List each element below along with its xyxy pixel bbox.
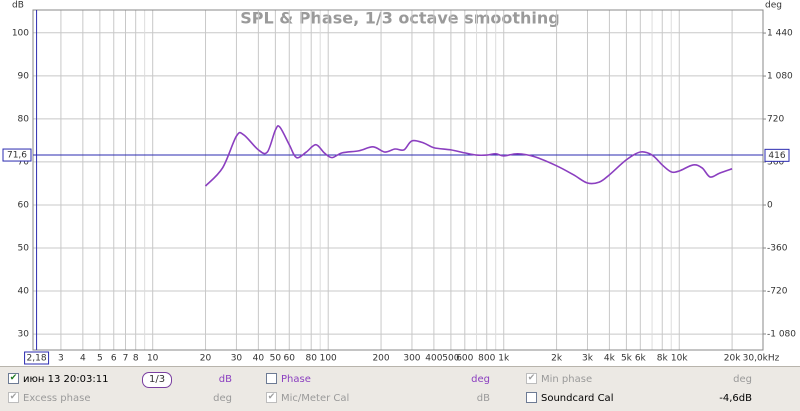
chart-title: SPL & Phase, 1/3 octave smoothing [240, 9, 559, 28]
legend-item: ✔ Excess phase [8, 391, 91, 407]
chart: SPL & Phase, 1/3 octave smoothing dB deg… [0, 0, 800, 366]
legend-unit: deg [213, 393, 232, 404]
x-tick-label: 10k [671, 354, 688, 364]
spl-line [204, 125, 733, 187]
y-tick-label: 90 [18, 71, 30, 81]
legend-unit: -4,6dB [719, 393, 752, 404]
y2-tick-label: 1 080 [767, 72, 793, 82]
x-tick-label: 60 [284, 354, 296, 364]
chart-background [0, 0, 800, 366]
x-tick-label: 800 [478, 354, 495, 364]
checkbox[interactable] [526, 391, 537, 403]
x-tick-label: 5k [621, 354, 633, 364]
x-tick-label: 30,0kHz [743, 354, 780, 364]
x-tick-label: 6 [111, 354, 117, 364]
legend-label: Phase [281, 374, 311, 385]
x-tick-label: 2k [551, 354, 563, 364]
checkbox: ✔ [266, 391, 277, 403]
y-tick-label: 40 [18, 287, 30, 297]
legend-label: Soundcard Cal [541, 393, 614, 404]
checkbox[interactable]: ✔ [8, 372, 19, 384]
legend-unit: dB [476, 393, 490, 404]
x-tick-label: 6k [635, 354, 647, 364]
y-tick-label: 80 [18, 114, 30, 124]
legend-unit: deg [733, 374, 752, 385]
legend-label: Mic/Meter Cal [281, 393, 350, 404]
legend-label: Min phase [541, 374, 593, 385]
x-tick-label: 300 [403, 354, 420, 364]
y-tick-label: 30 [18, 330, 30, 340]
legend-unit: deg [471, 374, 490, 385]
y2-tick-label: 0 [767, 201, 773, 211]
legend-item: ✔ Min phase [526, 372, 592, 388]
legend-panel: ✔ июн 13 20:03:11 dB Phase deg ✔ Min phase deg ✔… [0, 366, 800, 411]
y-tick-label: 60 [18, 200, 30, 210]
x-tick-label: 20k [724, 354, 741, 364]
x-tick-label: 30 [231, 354, 243, 364]
y-unit: dB [12, 1, 24, 11]
legend-label: Excess phase [23, 393, 91, 404]
y2-tick-label: 1 440 [767, 29, 793, 39]
x-tick-label: 80 [305, 354, 317, 364]
cursor-y2-box [764, 148, 790, 162]
x-tick-label: 3k [582, 354, 594, 364]
smoothing-button[interactable]: 1/3 [142, 372, 173, 388]
checkbox[interactable] [266, 372, 277, 384]
cursor-x-label: 2,18 [27, 354, 47, 364]
cursor-y-box [2, 148, 32, 162]
y2-tick-label: -720 [767, 287, 788, 297]
plot-border [32, 9, 764, 351]
x-tick-label: 4k [604, 354, 616, 364]
cursor-x-box [24, 351, 50, 365]
y2-tick-label: 360 [767, 158, 784, 168]
y2-unit: deg [765, 1, 782, 11]
x-tick-label: 100 [320, 354, 337, 364]
y-tick-label: 50 [18, 244, 30, 254]
x-tick-label: 600 [456, 354, 473, 364]
y2-tick-label: -1 080 [767, 329, 796, 339]
cursor-y2-label: 416 [768, 151, 785, 161]
legend-item[interactable]: ✔ июн 13 20:03:11 [8, 372, 108, 388]
x-tick-label: 4 [80, 354, 86, 364]
x-tick-label: 8 [133, 354, 139, 364]
x-tick-label: 400 [425, 354, 442, 364]
legend-item[interactable]: Phase [266, 372, 311, 388]
x-tick-label: 10 [147, 354, 159, 364]
checkbox: ✔ [8, 391, 19, 403]
y2-tick-label: 720 [767, 115, 784, 125]
x-tick-label: 8k [657, 354, 669, 364]
legend-label: июн 13 20:03:11 [23, 374, 109, 385]
cursor-y-label: 71,6 [7, 151, 27, 161]
y-tick-label: 70 [18, 157, 30, 167]
x-tick-label: 1k [498, 354, 510, 364]
x-tick-label: 7 [123, 354, 129, 364]
x-tick-label: 40 [253, 354, 265, 364]
x-tick-label: 3 [58, 354, 64, 364]
x-tick-label: 200 [372, 354, 389, 364]
x-tick-label: 5 [97, 354, 103, 364]
legend-item[interactable]: Soundcard Cal [526, 391, 613, 407]
y-tick-label: 100 [12, 28, 29, 38]
y2-tick-label: -360 [767, 244, 788, 254]
x-tick-label: 20 [200, 354, 212, 364]
checkbox: ✔ [526, 372, 537, 384]
x-tick-label: 500 [442, 354, 459, 364]
legend-unit: dB [218, 374, 232, 385]
legend-item: ✔ Mic/Meter Cal [266, 391, 349, 407]
x-tick-label: 50 [270, 354, 282, 364]
